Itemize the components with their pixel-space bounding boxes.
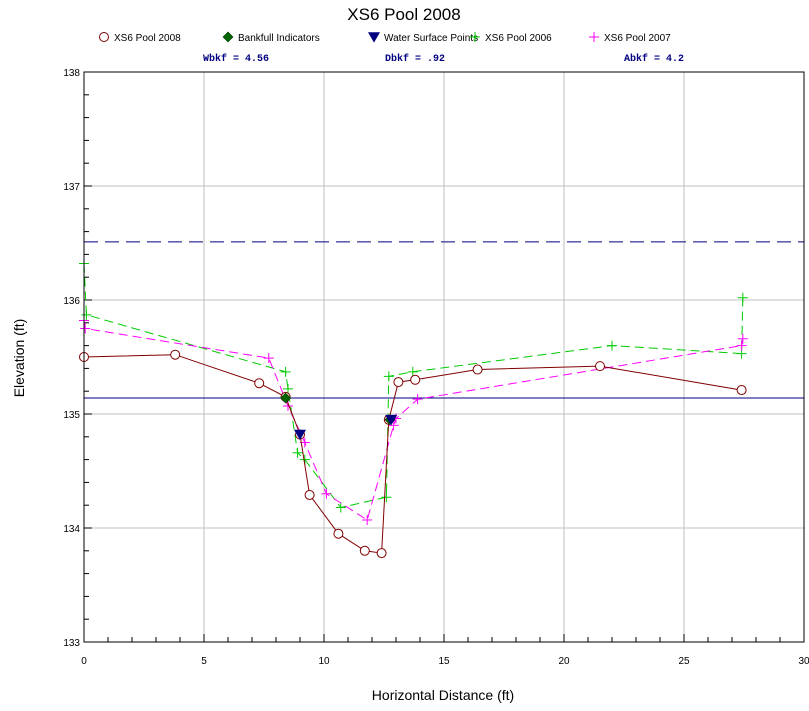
- data-point: [388, 420, 399, 431]
- legend-item: XS6 Pool 2007: [589, 32, 671, 44]
- data-point: [280, 366, 291, 377]
- legend-marker: [589, 32, 599, 42]
- data-point: [376, 548, 387, 559]
- x-tick-label: 5: [201, 656, 207, 667]
- series-xs6-pool-2007: [79, 315, 748, 526]
- legend: XS6 Pool 2008 Bankfull Indicators Water Su…: [99, 31, 671, 44]
- data-point: [333, 528, 344, 539]
- data-point: [81, 309, 92, 320]
- legend-marker: [99, 32, 109, 42]
- data-point: [736, 340, 747, 351]
- legend-item: XS6 Pool 2006: [470, 32, 552, 44]
- data-point: [170, 349, 181, 360]
- reference-lines: [84, 241, 804, 399]
- x-tick-label: 30: [798, 656, 809, 667]
- tick-labels: 0 5 10 15 20 25 30 133 134 135 136 137 138: [63, 68, 809, 667]
- y-tick-label: 137: [63, 182, 80, 193]
- data-point: [254, 378, 265, 389]
- legend-label: Water Surface Points: [384, 33, 478, 44]
- data-point: [412, 394, 423, 405]
- data-point: [304, 489, 315, 500]
- data-point: [292, 447, 303, 458]
- data-point: [393, 377, 404, 388]
- x-tick-label: 15: [438, 656, 450, 667]
- stat-label: Wbkf = 4.56: [203, 53, 269, 65]
- data-point: [407, 366, 418, 377]
- data-point: [736, 385, 747, 396]
- data-point: [472, 364, 483, 375]
- legend-item: Water Surface Points: [367, 32, 478, 44]
- x-tick-label: 0: [81, 656, 87, 667]
- data-point: [385, 414, 398, 426]
- legend-label: Bankfull Indicators: [238, 33, 320, 44]
- data-point: [293, 429, 307, 441]
- legend-label: XS6 Pool 2006: [485, 33, 552, 44]
- y-tick-label: 136: [63, 296, 80, 307]
- data-point: [283, 383, 293, 394]
- data-point: [737, 292, 748, 303]
- x-tick-label: 25: [678, 656, 690, 667]
- x-tick-label: 20: [558, 656, 570, 667]
- stat-label: Abkf = 4.2: [624, 53, 684, 65]
- series-line: [83, 320, 744, 521]
- data-point: [359, 545, 370, 556]
- data-point: [595, 361, 605, 372]
- data-point: [362, 515, 373, 526]
- data-point: [410, 374, 421, 385]
- legend-item: Bankfull Indicators: [222, 31, 320, 44]
- data-point: [280, 392, 292, 404]
- series-layer: [79, 258, 748, 559]
- data-point: [607, 340, 617, 351]
- chart-title: XS6 Pool 2008: [347, 5, 460, 24]
- data-point: [381, 492, 392, 503]
- y-axis-title: Elevation (ft): [11, 319, 27, 398]
- legend-label: XS6 Pool 2008: [114, 33, 181, 44]
- legend-item: XS6 Pool 2008: [99, 32, 181, 44]
- series-water-surface-points: [293, 414, 398, 441]
- legend-marker: [367, 32, 381, 43]
- data-point: [80, 323, 91, 334]
- legend-label: XS6 Pool 2007: [604, 33, 671, 44]
- data-point: [737, 333, 748, 344]
- x-axis-title: Horizontal Distance (ft): [372, 687, 514, 703]
- grid: [84, 72, 804, 642]
- y-tick-label: 134: [63, 524, 80, 535]
- legend-marker: [222, 31, 234, 43]
- legend-marker: [470, 32, 480, 42]
- y-tick-label: 133: [63, 638, 80, 649]
- data-point: [321, 488, 332, 499]
- data-point: [335, 502, 346, 513]
- data-point: [263, 353, 274, 364]
- x-tick-label: 10: [318, 656, 330, 667]
- y-tick-label: 138: [63, 68, 80, 79]
- stat-label: Dbkf = .92: [385, 53, 445, 65]
- plot-frame: [83, 71, 805, 643]
- data-point: [383, 371, 394, 382]
- stats-row: Wbkf = 4.56 Dbkf = .92 Abkf = 4.2: [203, 53, 684, 65]
- y-tick-label: 135: [63, 410, 80, 421]
